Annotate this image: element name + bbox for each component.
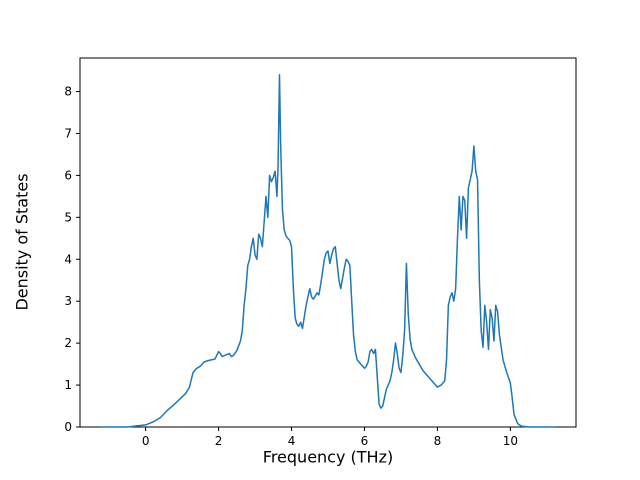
x-tick-label: 0 bbox=[142, 434, 150, 448]
y-tick-label: 2 bbox=[64, 336, 72, 350]
y-tick-label: 1 bbox=[64, 378, 72, 392]
y-tick-label: 8 bbox=[64, 85, 72, 99]
x-tick-label: 4 bbox=[288, 434, 296, 448]
dos-line bbox=[101, 74, 555, 428]
y-tick-label: 5 bbox=[64, 210, 72, 224]
x-axis-label: Frequency (THz) bbox=[262, 447, 394, 467]
y-tick-label: 7 bbox=[64, 126, 72, 140]
y-tick-label: 0 bbox=[64, 420, 72, 434]
y-tick-label: 4 bbox=[64, 252, 72, 266]
y-axis-label: Density of States bbox=[12, 173, 32, 311]
x-tick-label: 8 bbox=[434, 434, 442, 448]
y-tick-label: 6 bbox=[64, 168, 72, 182]
x-tick-label: 10 bbox=[503, 434, 518, 448]
x-tick-label: 6 bbox=[361, 434, 369, 448]
axes-spines bbox=[79, 57, 577, 428]
x-tick-label: 2 bbox=[215, 434, 223, 448]
y-tick-label: 3 bbox=[64, 294, 72, 308]
